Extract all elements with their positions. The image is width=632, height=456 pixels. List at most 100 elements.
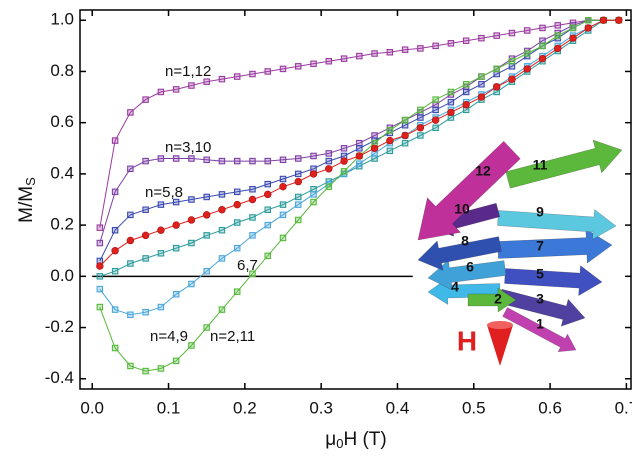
data-point — [340, 157, 348, 165]
data-point — [279, 156, 287, 164]
data-point — [554, 22, 561, 29]
data-point — [310, 191, 317, 198]
spin-arrow — [467, 287, 517, 313]
data-point — [370, 144, 379, 152]
data-point — [417, 106, 424, 114]
data-point — [432, 96, 439, 103]
data-point — [462, 37, 470, 44]
data-point — [218, 75, 226, 83]
data-point — [492, 83, 501, 91]
data-point — [279, 211, 287, 219]
series-line — [99, 19, 619, 228]
data-point — [447, 40, 455, 47]
data-point — [249, 70, 256, 78]
spin-arrow — [427, 259, 507, 291]
data-point — [172, 244, 180, 252]
x-tick-label: 0.4 — [386, 398, 410, 417]
data-point — [279, 201, 287, 208]
series-annotation: n=1,12 — [165, 63, 211, 80]
data-point — [157, 226, 165, 234]
data-point — [188, 196, 195, 203]
data-point — [599, 16, 608, 24]
data-point — [188, 280, 195, 288]
data-point — [295, 201, 302, 208]
data-point — [447, 108, 455, 117]
data-point — [142, 206, 149, 213]
x-tick-label: 0.6 — [538, 398, 562, 417]
spin-arrow — [497, 228, 613, 264]
data-point — [264, 221, 271, 229]
data-point — [478, 81, 485, 88]
data-point — [218, 255, 226, 262]
spin-arrow — [497, 288, 586, 327]
data-point — [523, 65, 531, 73]
data-point — [325, 57, 333, 65]
data-point — [462, 101, 470, 109]
data-point — [493, 32, 500, 39]
y-tick-label: 0.2 — [50, 215, 74, 234]
x-tick-label: 0.5 — [462, 398, 486, 417]
data-point — [203, 156, 210, 164]
series-annotation: n=3,10 — [165, 139, 211, 156]
data-point — [340, 145, 348, 152]
spin-label: 1 — [536, 316, 544, 332]
data-point — [356, 160, 363, 167]
data-point — [508, 75, 516, 83]
data-point — [477, 93, 486, 101]
data-point — [157, 88, 165, 96]
data-point — [401, 139, 409, 147]
x-axis-label: μ0H (T) — [325, 429, 386, 451]
data-point — [386, 127, 394, 134]
spin-label: 5 — [536, 266, 544, 282]
data-point — [386, 136, 394, 145]
data-point — [386, 49, 394, 56]
y-tick-label: -0.2 — [45, 317, 74, 336]
data-point — [127, 260, 134, 267]
data-point — [493, 65, 500, 73]
data-point — [355, 152, 364, 160]
data-point — [325, 165, 333, 173]
data-point — [462, 88, 470, 96]
data-point — [356, 52, 363, 60]
data-point — [279, 234, 287, 242]
x-label-sub: 0 — [336, 436, 343, 451]
data-point — [569, 24, 577, 32]
data-point — [279, 175, 287, 183]
x-tick-label: 0.1 — [157, 398, 181, 417]
data-point — [203, 193, 210, 201]
series-annotation: n=4,9 — [150, 328, 188, 345]
data-point — [523, 50, 531, 57]
data-point — [188, 239, 195, 247]
spin-label: 12 — [475, 163, 491, 179]
data-point — [340, 168, 348, 175]
data-point — [218, 157, 226, 165]
data-point — [233, 244, 241, 252]
data-point — [172, 357, 180, 365]
data-point — [310, 152, 317, 160]
spin-arrow — [417, 236, 502, 271]
spin-label: 9 — [536, 204, 544, 220]
data-point — [295, 155, 302, 162]
data-point — [310, 198, 317, 206]
data-point — [310, 60, 317, 68]
data-point — [416, 124, 425, 132]
spin-arrow — [502, 307, 577, 352]
data-point — [157, 201, 165, 208]
data-point — [218, 306, 226, 313]
data-point — [386, 147, 394, 155]
spin-label: 4 — [451, 279, 459, 295]
data-point — [431, 116, 440, 124]
spin-label: 6 — [466, 259, 474, 275]
data-point — [371, 50, 378, 57]
data-point — [233, 73, 241, 80]
data-point — [508, 29, 516, 37]
data-point — [142, 157, 149, 165]
data-point — [96, 285, 104, 293]
data-point — [279, 65, 287, 73]
data-point — [249, 157, 256, 165]
data-point — [111, 226, 119, 234]
spin-label: 8 — [461, 233, 469, 249]
y-label-sub: S — [23, 177, 38, 186]
